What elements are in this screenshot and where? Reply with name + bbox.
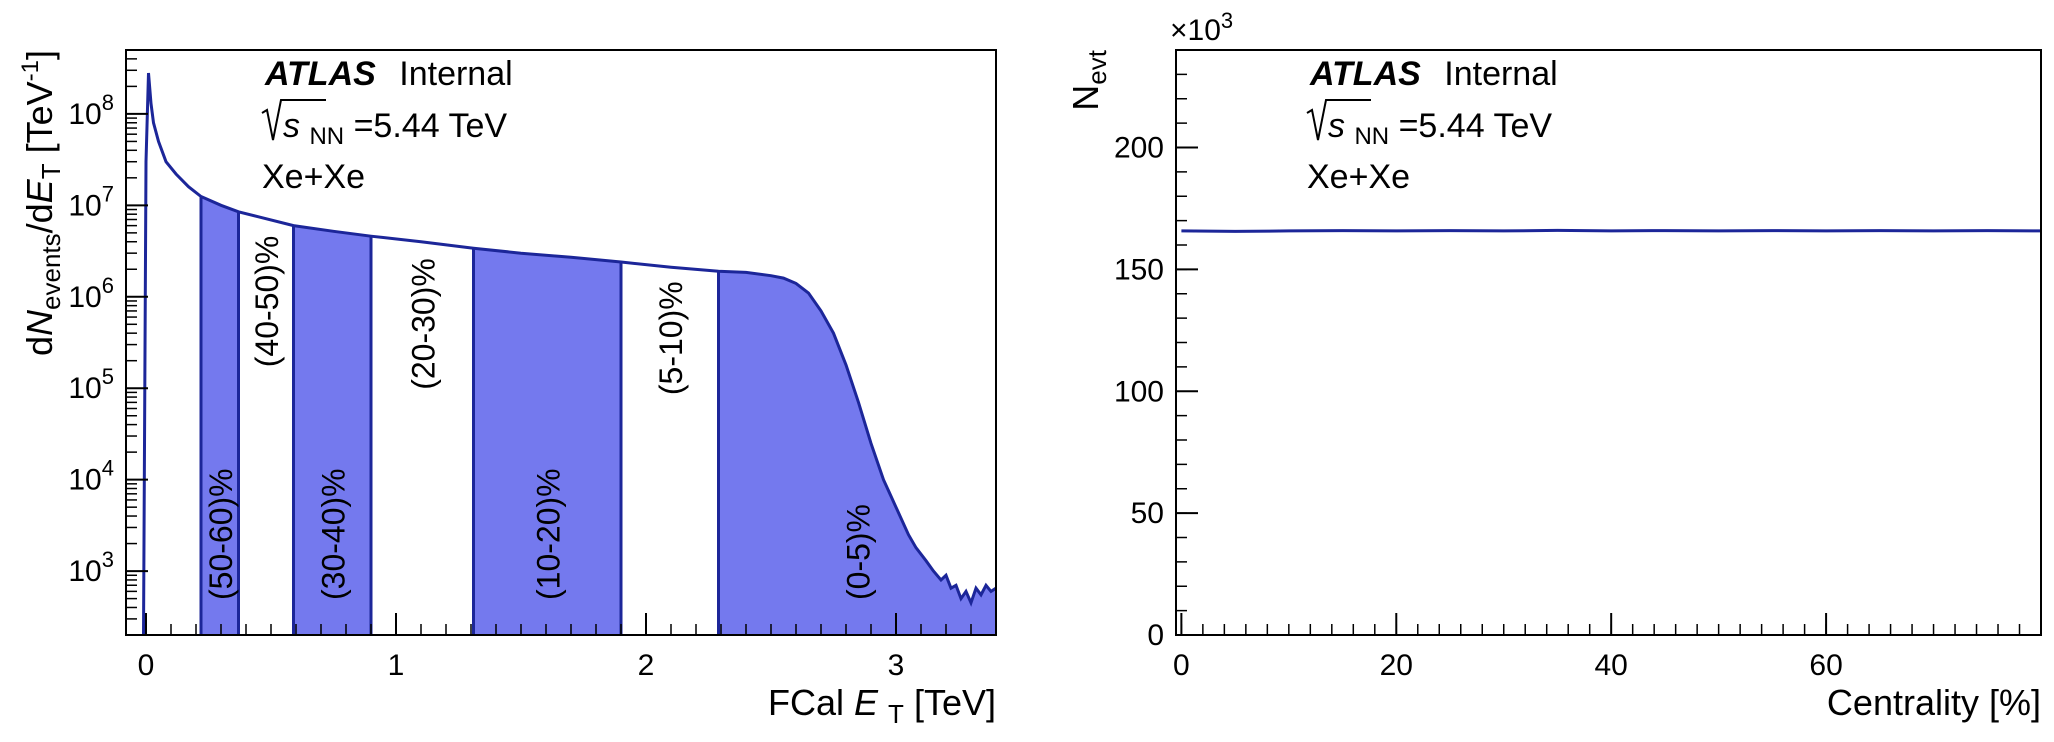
left-energy-annotation: s NN =5.44 TeV (283, 107, 507, 152)
right-multiplier-base: ×10 (1170, 14, 1221, 47)
left-x-label-prefix: FCal (768, 682, 854, 723)
centrality-bin-label: (0-5)% (840, 504, 876, 600)
right-energy-symbol: s (1328, 107, 1345, 145)
left-y-label-events: events (36, 233, 66, 310)
right-multiplier-label: ×103 (1170, 8, 1233, 47)
y-tick-label: 105 (68, 364, 114, 405)
centrality-bin-label: (40-50)% (249, 236, 285, 368)
right-x-ticks: 0 20 40 60 (1173, 613, 2042, 682)
x-tick-label: 0 (1173, 649, 1190, 682)
left-x-label-unit: [TeV] (914, 682, 996, 723)
x-tick-label: 2 (638, 649, 655, 682)
centrality-bin-label: (5-10)% (653, 281, 689, 395)
fcal-et-distribution-panel: (50-60)% (40-50)% (30-40)% (20-30)% (10-20)%… (17, 49, 997, 731)
centrality-bin-fill (293, 225, 371, 635)
right-x-axis-label: Centrality [%] (1827, 682, 2041, 723)
centrality-bin-fills (201, 196, 996, 635)
centrality-bin-fill (201, 196, 239, 635)
right-plot-frame (1175, 49, 2042, 636)
centrality-bin-fill (473, 248, 621, 635)
left-system-label: Xe+Xe (262, 158, 365, 196)
left-y-ticks: 103 104 105 106 107 108 (68, 49, 148, 636)
left-x-label-variable: E (854, 682, 879, 723)
x-tick-label: 60 (1809, 649, 1842, 682)
left-y-axis-label: dNevents/dET [TeV-1] (17, 50, 66, 356)
centrality-bin-label: (20-30)% (405, 258, 441, 390)
right-status-label: Internal (1444, 55, 1557, 93)
x-tick-label: 40 (1594, 649, 1627, 682)
right-system-label: Xe+Xe (1307, 158, 1410, 196)
left-y-label-e: E (19, 178, 60, 203)
right-atlas-annotation: ATLAS Internal (1309, 55, 1558, 93)
x-tick-label: 3 (888, 649, 905, 682)
centrality-bin-label: (50-60)% (203, 468, 239, 600)
left-energy-subscript: NN (309, 123, 344, 150)
nevt-vs-centrality-line (1181, 228, 2042, 233)
left-y-label-unit: [TeV (19, 81, 60, 163)
right-y-label-subscript: evt (1082, 49, 1112, 84)
fcal-et-histogram-curve (142, 72, 997, 636)
left-x-ticks: 0 1 2 3 (138, 613, 972, 682)
centrality-bin-label: (10-20)% (530, 468, 566, 600)
left-status-label: Internal (399, 55, 512, 93)
x-tick-label: 1 (388, 649, 405, 682)
y-tick-label: 200 (1114, 132, 1164, 165)
centrality-bin-label: (30-40)% (315, 468, 351, 600)
left-x-axis-label: FCal E T [TeV] (768, 682, 996, 731)
right-y-axis-label: Nevt (1065, 49, 1112, 110)
left-y-label-slash-d: /d (19, 203, 60, 233)
centrality-bin-labels: (50-60)% (40-50)% (30-40)% (20-30)% (10-20)%… (203, 236, 877, 600)
right-y-ticks: 0 50 100 150 200 (1114, 49, 1198, 652)
x-tick-label: 20 (1380, 649, 1413, 682)
y-tick-label: 50 (1131, 497, 1164, 530)
right-energy-value: =5.44 TeV (1399, 107, 1553, 145)
right-sqrt-symbol (1306, 99, 1371, 141)
left-energy-symbol: s (283, 107, 300, 145)
right-y-label-base: N (1065, 85, 1106, 111)
left-y-label-d: d (19, 336, 60, 356)
right-experiment-label: ATLAS (1309, 55, 1421, 93)
y-tick-label: 150 (1114, 253, 1164, 286)
left-plot-frame (125, 49, 997, 636)
y-tick-label: 108 (68, 90, 114, 131)
right-energy-annotation: s NN =5.44 TeV (1328, 107, 1552, 152)
left-energy-value: =5.44 TeV (354, 107, 508, 145)
y-tick-label: 106 (68, 273, 114, 314)
left-y-label-t: T (36, 163, 66, 179)
left-x-label-subscript: T (888, 699, 904, 729)
y-tick-label: 100 (1114, 375, 1164, 408)
y-tick-label: 104 (68, 456, 114, 497)
left-atlas-annotation: ATLAS Internal (264, 55, 513, 93)
left-experiment-label: ATLAS (264, 55, 376, 93)
left-sqrt-symbol (261, 99, 326, 141)
left-y-label-bracket: ] (19, 50, 60, 60)
right-multiplier-exponent: 3 (1221, 8, 1233, 33)
y-tick-label: 103 (68, 547, 114, 588)
right-energy-subscript: NN (1354, 123, 1389, 150)
left-y-label-exponent: -1 (17, 60, 44, 81)
centrality-bin-fill (718, 271, 996, 635)
left-y-label-n: N (19, 309, 60, 336)
centrality-distribution-panel: 0 20 40 60 0 50 100 150 200 ×103 ATLAS Internal… (1065, 8, 2042, 723)
y-tick-label: 107 (68, 181, 114, 222)
centrality-bin-edges (199, 196, 720, 635)
y-tick-label: 0 (1147, 619, 1164, 652)
x-tick-label: 0 (138, 649, 155, 682)
